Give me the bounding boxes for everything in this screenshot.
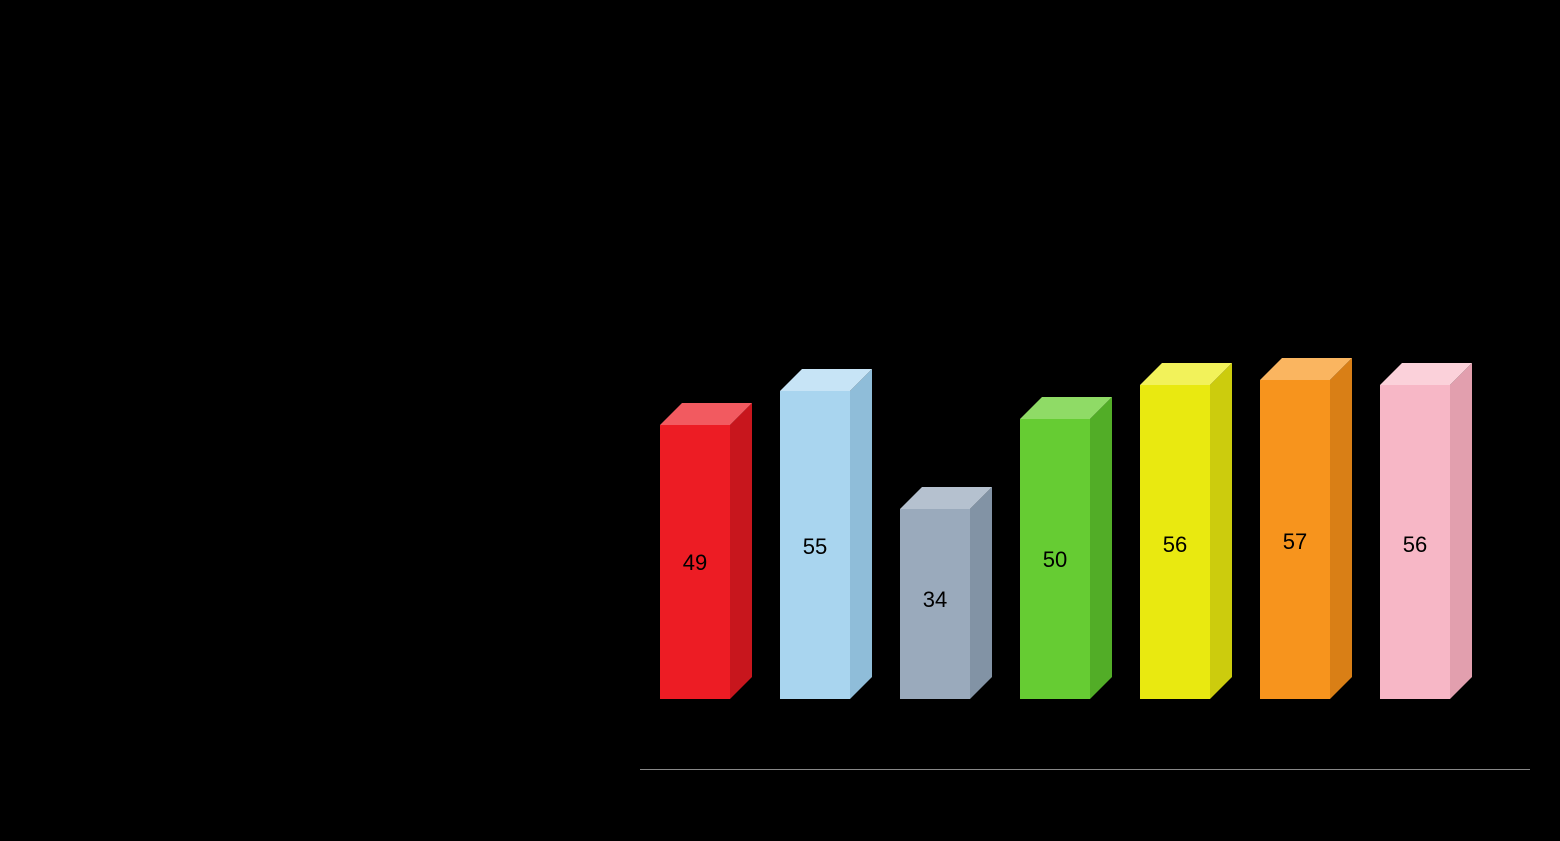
bar-d: 50	[1020, 397, 1112, 699]
bar-value-label: 57	[1260, 529, 1330, 555]
bar-value-label: 50	[1020, 547, 1090, 573]
bar-side	[730, 403, 752, 699]
bar-side	[850, 369, 872, 699]
bar-value-label: 34	[900, 587, 970, 613]
bar-value-label: 56	[1380, 532, 1450, 558]
bar-value-label: 49	[660, 550, 730, 576]
bar-b: 55	[780, 369, 872, 699]
bar-side	[970, 487, 992, 699]
bar-f: 57	[1260, 358, 1352, 699]
bar-value-label: 55	[780, 534, 850, 560]
bar-side	[1090, 397, 1112, 699]
bar-value-label: 56	[1140, 532, 1210, 558]
bar-a: 49	[660, 403, 752, 699]
bar-g: 56	[1380, 363, 1472, 699]
bar-c: 34	[900, 487, 992, 699]
bar-side	[1210, 363, 1232, 699]
chart-baseline	[640, 769, 1530, 770]
bar-e: 56	[1140, 363, 1232, 699]
bar-side	[1330, 358, 1352, 699]
bar-chart: 49 55 34 50 56 57 56	[660, 0, 1530, 770]
bar-side	[1450, 363, 1472, 699]
